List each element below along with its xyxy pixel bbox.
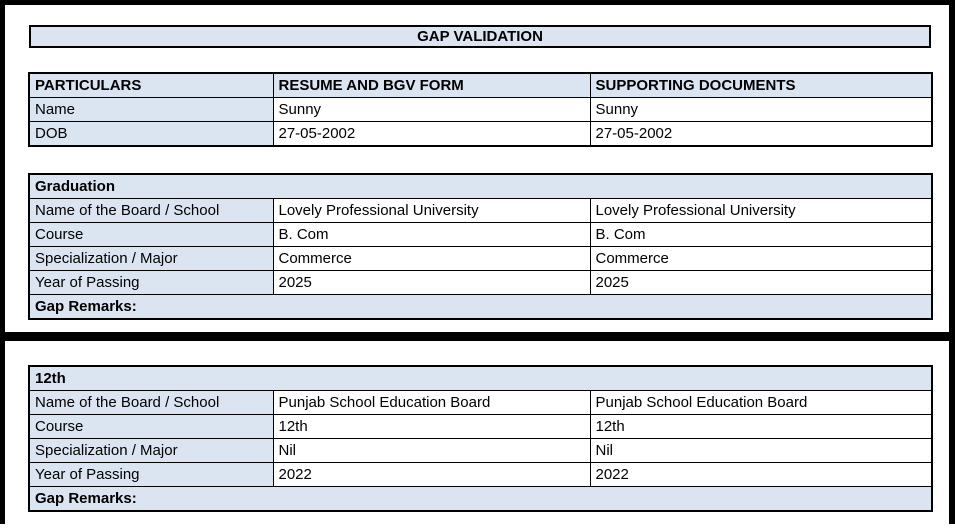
label-cell-course: Course [28,222,274,247]
table-row: Year of Passing 2022 2022 [28,462,933,487]
supporting-value-cell-board-school[interactable]: Punjab School Education Board [589,390,933,415]
resume-value-cell-year-of-passing[interactable]: 2025 [272,270,591,295]
header-cell-particulars: PARTICULARS [28,72,274,98]
table-row: Name Sunny Sunny [28,97,933,122]
section-heading-row: 12th [28,365,933,391]
resume-value-cell-specialization[interactable]: Commerce [272,246,591,271]
table-row: Course B. Com B. Com [28,222,933,247]
supporting-value-cell-board-school[interactable]: Lovely Professional University [589,198,933,223]
summary-table: PARTICULARS RESUME AND BGV FORM SUPPORTI… [28,72,933,147]
label-cell-board-school: Name of the Board / School [28,198,274,223]
graduation-table: Graduation Name of the Board / School Lo… [28,173,934,320]
resume-value-cell-specialization[interactable]: Nil [272,438,591,463]
gap-remarks-cell[interactable]: Gap Remarks: [28,294,933,320]
resume-value-cell-course[interactable]: B. Com [272,222,591,247]
supporting-value-cell-course[interactable]: 12th [589,414,933,439]
resume-value-cell-year-of-passing[interactable]: 2022 [272,462,591,487]
supporting-value-cell-specialization[interactable]: Nil [589,438,933,463]
resume-value-cell-dob[interactable]: 27-05-2002 [272,121,591,147]
gap-remarks-cell[interactable]: Gap Remarks: [28,486,933,512]
table-row: Specialization / Major Nil Nil [28,438,933,463]
page-border-left [0,0,5,524]
label-cell-year-of-passing: Year of Passing [28,462,274,487]
table-row: Course 12th 12th [28,414,933,439]
resume-value-cell-board-school[interactable]: Lovely Professional University [272,198,591,223]
section-heading-12th: 12th [28,365,933,391]
supporting-value-cell-course[interactable]: B. Com [589,222,933,247]
label-cell-specialization: Specialization / Major [28,246,274,271]
resume-value-cell-board-school[interactable]: Punjab School Education Board [272,390,591,415]
table-row: Specialization / Major Commerce Commerce [28,246,933,271]
supporting-value-cell-specialization[interactable]: Commerce [589,246,933,271]
section-heading-graduation: Graduation [28,173,933,199]
summary-header-row: PARTICULARS RESUME AND BGV FORM SUPPORTI… [28,72,933,98]
header-cell-supporting-docs: SUPPORTING DOCUMENTS [589,72,933,98]
page-border-top [0,0,955,5]
label-cell-dob: DOB [28,121,274,147]
table-row: Name of the Board / School Punjab School… [28,390,933,415]
label-cell-course: Course [28,414,274,439]
supporting-value-cell-year-of-passing[interactable]: 2022 [589,462,933,487]
supporting-value-cell-year-of-passing[interactable]: 2025 [589,270,933,295]
table-row: Name of the Board / School Lovely Profes… [28,198,933,223]
twelfth-table: 12th Name of the Board / School Punjab S… [28,365,934,512]
supporting-value-cell-name[interactable]: Sunny [589,97,933,122]
section-heading-row: Graduation [28,173,933,199]
gap-remarks-row: Gap Remarks: [28,294,933,320]
gap-remarks-row: Gap Remarks: [28,486,933,512]
label-cell-specialization: Specialization / Major [28,438,274,463]
table-row: DOB 27-05-2002 27-05-2002 [28,121,933,147]
label-cell-name: Name [28,97,274,122]
document-title-box: GAP VALIDATION [29,25,931,48]
resume-value-cell-name[interactable]: Sunny [272,97,591,122]
page-border-right [949,0,955,524]
supporting-value-cell-dob[interactable]: 27-05-2002 [589,121,933,147]
label-cell-board-school: Name of the Board / School [28,390,274,415]
table-row: Year of Passing 2025 2025 [28,270,933,295]
header-cell-resume-bgv: RESUME AND BGV FORM [272,72,591,98]
resume-value-cell-course[interactable]: 12th [272,414,591,439]
document-title: GAP VALIDATION [417,28,543,45]
page-break-line [0,332,955,341]
label-cell-year-of-passing: Year of Passing [28,270,274,295]
